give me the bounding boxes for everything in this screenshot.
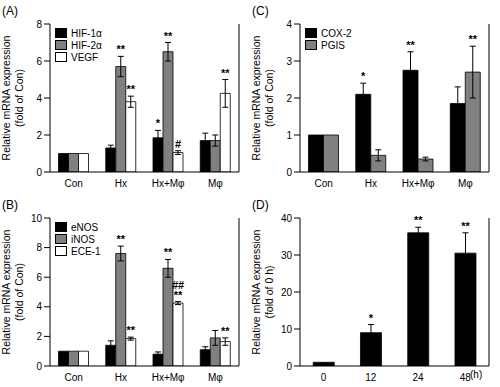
html-text:eNOS: eNOS (71, 221, 99, 233)
svg-text:**: ** (116, 43, 125, 55)
svg-text:**: ** (164, 246, 173, 258)
svg-text:Mφ: Mφ (208, 372, 223, 383)
html-text:HIF-2α: HIF-2α (71, 39, 102, 51)
svg-text:12: 12 (365, 372, 377, 383)
svg-text:20: 20 (281, 287, 293, 298)
svg-text:**: ** (461, 220, 470, 232)
svg-text:10: 10 (281, 324, 293, 335)
svg-text:Mφ: Mφ (208, 178, 223, 189)
html-text:Relative mRNA expression: Relative mRNA expression (250, 35, 262, 161)
svg-text:2: 2 (286, 93, 292, 104)
svg-text:Hx+Mφ: Hx+Mφ (152, 178, 185, 189)
svg-text:3: 3 (286, 56, 292, 67)
svg-text:*: * (369, 312, 374, 324)
svg-text:**: ** (406, 39, 415, 51)
svg-text:24: 24 (413, 372, 425, 383)
svg-text:0: 0 (36, 361, 42, 372)
svg-text:Con: Con (314, 178, 332, 189)
svg-text:Hx+Mφ: Hx+Mφ (402, 178, 435, 189)
svg-text:1: 1 (286, 130, 292, 141)
svg-text:**: ** (164, 30, 173, 42)
svg-text:10: 10 (31, 213, 43, 224)
svg-text:Con: Con (64, 178, 82, 189)
svg-text:Con: Con (64, 372, 82, 383)
html-text:(fold of Con): (fold of Con) (263, 69, 275, 127)
svg-text:**: ** (414, 214, 423, 226)
svg-text:Hx: Hx (115, 372, 127, 383)
html-text:iNOS: iNOS (71, 233, 95, 245)
svg-text:Hx: Hx (365, 178, 377, 189)
svg-text:2: 2 (36, 331, 42, 342)
html-text:(C): (C) (252, 4, 269, 18)
svg-text:4: 4 (36, 301, 42, 312)
html-text:ECE-1: ECE-1 (71, 245, 101, 257)
html-text:(fold of 0 h): (fold of 0 h) (263, 265, 275, 319)
svg-text:8: 8 (36, 19, 42, 30)
html-text:(B): (B) (2, 198, 18, 212)
html-text:(h): (h) (470, 369, 483, 380)
html-text:(fold of Con): (fold of Con) (13, 263, 25, 321)
svg-text:Hx+Mφ: Hx+Mφ (152, 372, 185, 383)
svg-text:4: 4 (286, 19, 292, 30)
svg-text:#: # (175, 138, 181, 150)
svg-text:40: 40 (281, 213, 293, 224)
svg-text:Mφ: Mφ (458, 178, 473, 189)
svg-text:Hx: Hx (115, 178, 127, 189)
svg-text:**: ** (116, 233, 125, 245)
svg-text:0: 0 (36, 167, 42, 178)
svg-text:30: 30 (281, 250, 293, 261)
html-text:PGIS: PGIS (321, 39, 345, 51)
svg-text:**: ** (468, 33, 477, 45)
svg-text:0: 0 (286, 361, 292, 372)
svg-text:*: * (156, 117, 161, 129)
svg-text:4: 4 (36, 93, 42, 104)
html-text:Relative mRNA expression: Relative mRNA expression (0, 35, 12, 161)
svg-text:**: ** (126, 324, 135, 336)
html-text:(fold of Con): (fold of Con) (13, 69, 25, 127)
svg-text:0: 0 (321, 372, 327, 383)
svg-text:0: 0 (286, 167, 292, 178)
svg-text:2: 2 (36, 130, 42, 141)
html-text:VEGF: VEGF (71, 51, 99, 63)
html-text:(A): (A) (2, 4, 18, 18)
svg-text:**: ** (221, 325, 230, 337)
html-text:(D): (D) (252, 198, 269, 212)
svg-text:*: * (361, 70, 366, 82)
svg-text:**: ** (126, 83, 135, 95)
svg-text:**: ** (174, 289, 183, 301)
svg-text:**: ** (221, 67, 230, 79)
svg-text:8: 8 (36, 242, 42, 253)
svg-text:6: 6 (36, 272, 42, 283)
svg-text:48: 48 (460, 372, 472, 383)
html-text:Relative mRNA expression: Relative mRNA expression (250, 229, 262, 355)
html-text:COX-2: COX-2 (321, 27, 352, 39)
html-text:Relative mRNA expression: Relative mRNA expression (0, 229, 12, 355)
svg-text:6: 6 (36, 56, 42, 67)
html-text:HIF-1α: HIF-1α (71, 27, 102, 39)
